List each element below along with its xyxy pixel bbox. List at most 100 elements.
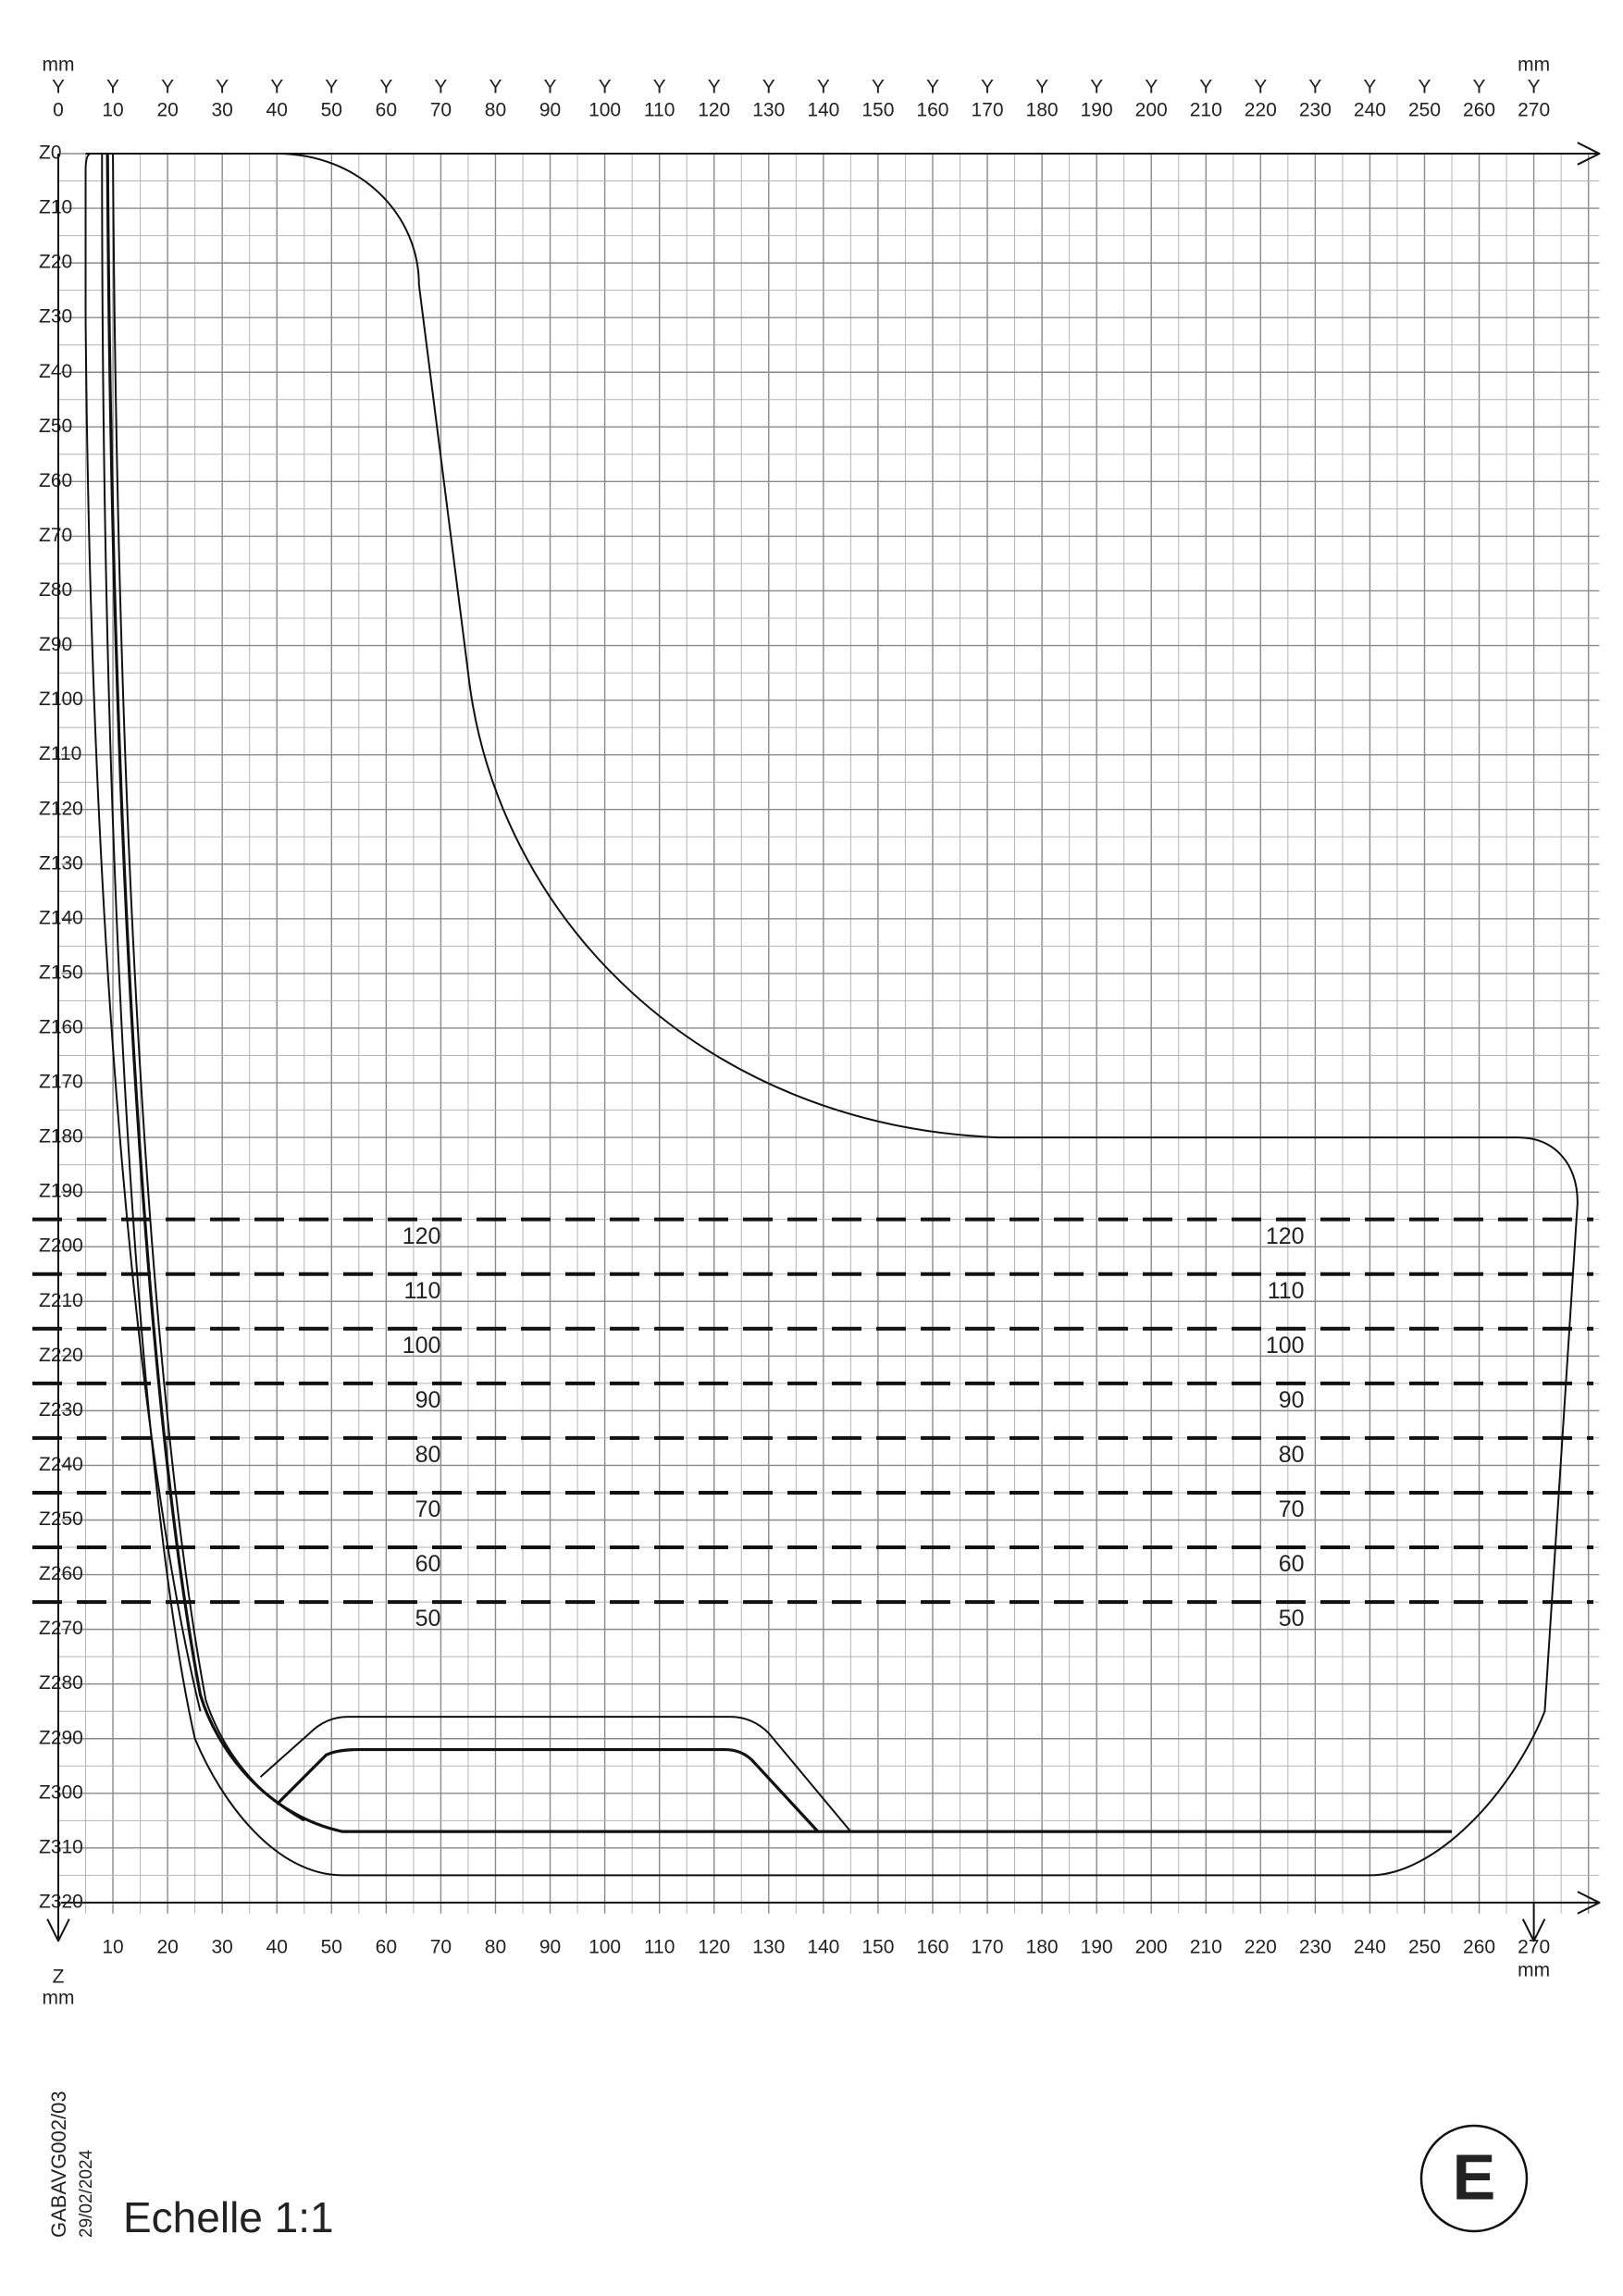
z-tick-label: Z320	[39, 1891, 83, 1912]
scale: Echelle 1:1	[123, 2193, 334, 2241]
axis-letter: Y	[1090, 77, 1103, 98]
top-tick-label: 250	[1408, 100, 1441, 121]
z-tick-label: Z100	[39, 689, 83, 710]
top-tick-label: 30	[212, 100, 233, 121]
label-bg	[33, 1728, 61, 1749]
label-bg	[33, 143, 61, 164]
z-tick-label: Z90	[39, 634, 72, 655]
bottom-tick-label: 70	[430, 1937, 452, 1958]
axis-letter: Z	[53, 1967, 65, 1988]
level-label: 50	[1279, 1606, 1305, 1632]
z-tick-label: Z20	[39, 252, 72, 273]
z-tick-label: Z40	[39, 361, 72, 382]
outer-profile	[102, 154, 1578, 1875]
z-tick-label: Z270	[39, 1618, 83, 1639]
label-bg	[33, 1400, 61, 1421]
axis-letter: Y	[1528, 77, 1541, 98]
axis-letter: Y	[379, 77, 392, 98]
z-tick-label: Z200	[39, 1235, 83, 1257]
z-tick-label: Z290	[39, 1727, 83, 1748]
axis-letter: Y	[1254, 77, 1267, 98]
top-tick-label: 100	[588, 100, 621, 121]
bottom-tick-label: 200	[1135, 1937, 1168, 1958]
bottom-tick-label: 30	[212, 1937, 233, 1958]
bottom-tick-label: 160	[916, 1937, 948, 1958]
outer-trapezoid	[261, 1717, 851, 1831]
axis-letter: Y	[270, 77, 283, 98]
top-tick-label: 200	[1135, 100, 1168, 121]
z-tick-label: Z190	[39, 1181, 83, 1202]
z-tick-label: Z250	[39, 1508, 83, 1530]
top-tick-label: 20	[156, 100, 178, 121]
top-tick-label: 160	[916, 100, 948, 121]
label-bg	[33, 1455, 61, 1476]
top-tick-label: 140	[807, 100, 839, 121]
axis-letter: Y	[653, 77, 666, 98]
unit-label: mm	[43, 1988, 75, 2009]
bottom-tick-label: 50	[321, 1937, 342, 1958]
axis-letter: Y	[981, 77, 994, 98]
label-bg	[33, 362, 61, 383]
label-bg	[33, 1182, 61, 1203]
reference: GABAVG002/03	[47, 2091, 70, 2238]
top-tick-label: 70	[430, 100, 452, 121]
z-tick-label: Z140	[39, 907, 83, 928]
label-bg	[33, 1782, 61, 1804]
badge: E	[1453, 2141, 1496, 2213]
z-tick-label: Z160	[39, 1017, 83, 1038]
top-tick-label: 50	[321, 100, 342, 121]
y-axis-arrow	[47, 154, 69, 1941]
label-bg	[33, 1073, 61, 1094]
axis-letter: Y	[1035, 77, 1048, 98]
level-label: 50	[415, 1606, 441, 1632]
label-bg	[33, 198, 61, 219]
label-bg	[33, 1564, 61, 1585]
label-bg	[33, 962, 61, 984]
right-arrow	[1523, 1903, 1545, 1941]
level-label: 110	[404, 1278, 441, 1304]
axis-letter: Y	[325, 77, 338, 98]
z-tick-label: Z110	[39, 743, 81, 764]
bottom-tick-label: 270	[1518, 1937, 1550, 1958]
axis-letter: Y	[1418, 77, 1431, 98]
label-bg	[33, 853, 61, 875]
level-lines: 120 120 110 110 100 100 90 90 80 80 70 70 60 60 50 50	[32, 1217, 1593, 1632]
bottom-tick-label: 20	[156, 1937, 178, 1958]
level-label: 110	[1268, 1278, 1305, 1304]
top-tick-label: 80	[485, 100, 506, 121]
z-tick-label: Z170	[39, 1072, 83, 1093]
label-bg	[33, 580, 61, 602]
label-bg	[33, 1673, 61, 1694]
unit-label: mm	[43, 55, 75, 76]
top-tick-label: 270	[1518, 100, 1550, 121]
level-label: 90	[415, 1387, 441, 1413]
z-tick-label: Z0	[39, 143, 62, 164]
axis-letter: Y	[434, 77, 447, 98]
bottom-tick-label: 10	[102, 1937, 123, 1958]
profiles	[47, 143, 1599, 1941]
top-tick-label: 120	[698, 100, 730, 121]
axis-letter: Y	[926, 77, 939, 98]
top-tick-label: 230	[1299, 100, 1332, 121]
axis-letter: Y	[106, 77, 119, 98]
z-tick-label: Z220	[39, 1345, 83, 1366]
axis-labels: mm mmY0Y10Y20Y30Y40Y50Y60Y70Y80Y90Y100Y11…	[33, 55, 1550, 2009]
z-tick-label: Z280	[39, 1672, 83, 1694]
z-tick-label: Z120	[39, 798, 83, 819]
top-tick-label: 170	[971, 100, 1003, 121]
z-tick-label: Z240	[39, 1454, 83, 1475]
level-label: 120	[1266, 1223, 1305, 1249]
bottom-tick-label: 260	[1463, 1937, 1495, 1958]
axis-letter: Y	[872, 77, 885, 98]
bottom-tick-label: 40	[266, 1937, 288, 1958]
bottom-tick-label: 230	[1299, 1937, 1332, 1958]
z-tick-label: Z60	[39, 470, 72, 491]
label-bg	[33, 307, 61, 329]
bottom-tick-label: 180	[1026, 1937, 1059, 1958]
label-bg	[33, 799, 61, 820]
top-tick-label: 180	[1026, 100, 1059, 121]
axis-letter: Y	[1145, 77, 1158, 98]
badge-circle	[1419, 2124, 1529, 2233]
label-bg	[33, 1236, 61, 1258]
